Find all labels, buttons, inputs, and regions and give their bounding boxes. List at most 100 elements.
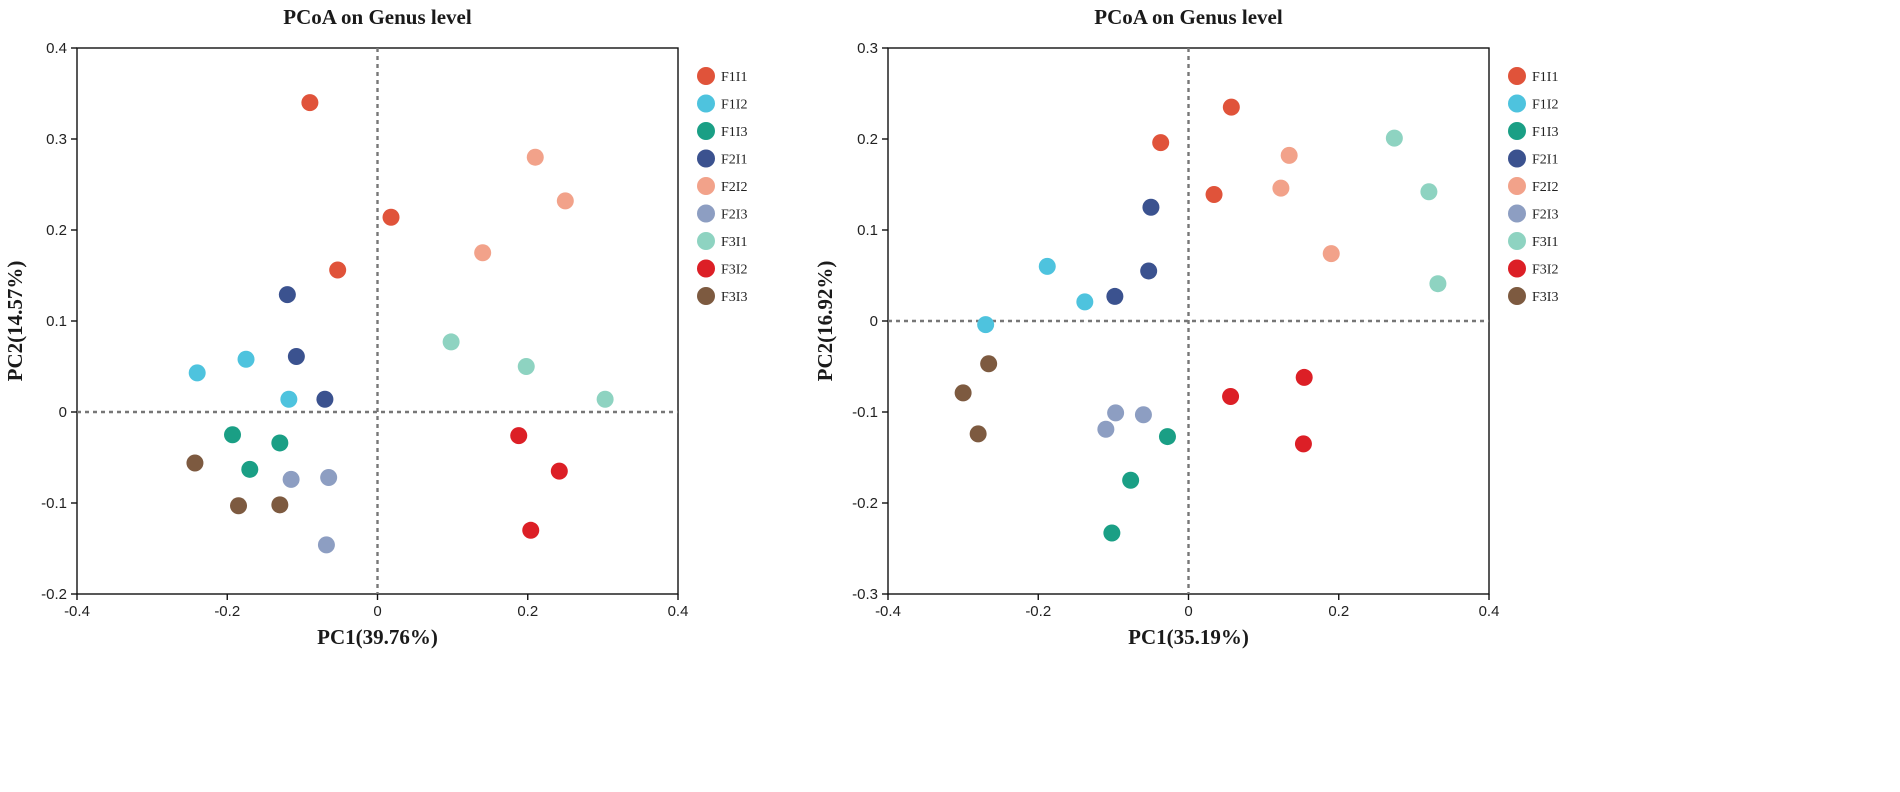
data-point-f2i1 xyxy=(1142,198,1160,216)
y-axis-label: PC2(16.92%) xyxy=(813,261,837,382)
data-point-f2i2 xyxy=(1322,245,1340,263)
legend-label: F2I2 xyxy=(721,180,747,195)
data-point-f1i1 xyxy=(1152,134,1170,152)
y-tick-label: 0 xyxy=(870,313,878,330)
legend-label: F1I3 xyxy=(1532,125,1558,140)
y-tick-label: 0.2 xyxy=(857,131,878,148)
legend-label: F2I3 xyxy=(1532,208,1558,223)
y-tick-label: -0.1 xyxy=(852,404,878,421)
data-point-f2i2 xyxy=(556,192,574,210)
data-point-f1i2 xyxy=(977,316,995,334)
y-tick-label: -0.2 xyxy=(852,495,878,512)
y-tick-label: -0.3 xyxy=(852,586,878,603)
legend-label: F2I1 xyxy=(721,153,747,168)
x-tick-label: -0.2 xyxy=(1025,603,1051,620)
legend-marker-f3i2 xyxy=(1508,259,1526,278)
x-tick-label: 0 xyxy=(1184,603,1192,620)
data-point-f1i1 xyxy=(301,94,319,112)
data-point-f1i2 xyxy=(1038,257,1056,275)
data-point-f2i3 xyxy=(282,470,300,488)
legend-label: F1I1 xyxy=(1532,70,1558,85)
y-axis-label: PC2(14.57%) xyxy=(3,261,27,382)
data-point-f3i2 xyxy=(550,462,568,480)
y-tick-label: 0.4 xyxy=(46,40,67,57)
data-point-f3i2 xyxy=(1295,368,1313,386)
y-tick-label: 0.2 xyxy=(46,222,67,239)
data-point-f2i2 xyxy=(1280,146,1298,164)
data-point-f2i2 xyxy=(474,244,492,262)
x-tick-label: 0.2 xyxy=(517,603,538,620)
data-point-f3i2 xyxy=(1222,388,1240,406)
data-point-f3i2 xyxy=(510,427,528,445)
legend-marker-f3i2 xyxy=(697,259,715,278)
data-point-f3i1 xyxy=(1429,275,1447,293)
legend-marker-f1i2 xyxy=(1508,94,1526,113)
legend-label: F3I1 xyxy=(721,235,747,250)
data-point-f3i2 xyxy=(1294,435,1312,453)
data-point-f3i3 xyxy=(271,496,289,514)
y-tick-label: 0.3 xyxy=(857,40,878,57)
data-point-f2i3 xyxy=(317,536,335,554)
data-point-f2i1 xyxy=(1106,287,1124,305)
x-tick-label: 0 xyxy=(373,603,381,620)
data-point-f2i3 xyxy=(1107,404,1125,422)
legend-label: F1I2 xyxy=(721,98,747,113)
data-point-f1i3 xyxy=(1122,471,1140,489)
x-tick-label: -0.2 xyxy=(214,603,240,620)
x-axis-label: PC1(35.19%) xyxy=(1128,625,1249,649)
data-point-f1i3 xyxy=(1103,524,1121,542)
legend-label: F1I3 xyxy=(721,125,747,140)
data-point-f1i3 xyxy=(271,434,289,452)
pcoa-chart-2: PCoA on Genus level -0.4 -0.2 0 0.2 0.4 -0.3 -0… xyxy=(813,5,1558,649)
data-point-f2i1 xyxy=(278,286,296,304)
pcoa-chart-1: PCoA on Genus level-0.4 -0.2 0 0.2 0.4-0.2-0… xyxy=(3,5,747,649)
data-point-f1i1 xyxy=(1222,98,1240,116)
data-point-f1i2 xyxy=(280,390,298,408)
y-tick-label: 0.1 xyxy=(46,313,67,330)
data-point-f2i1 xyxy=(287,347,305,365)
legend-label: F3I1 xyxy=(1532,235,1558,250)
legend-label: F1I1 xyxy=(721,70,747,85)
data-point-f1i3 xyxy=(241,460,259,478)
legend-marker-f1i3 xyxy=(697,122,715,140)
x-tick-label: -0.4 xyxy=(875,603,901,620)
legend-label: F3I2 xyxy=(1532,263,1558,278)
legend-marker-f2i1 xyxy=(1508,149,1526,168)
legend-marker-f3i3 xyxy=(697,287,715,305)
legend-marker-f2i1 xyxy=(697,149,715,168)
legend-label: F2I2 xyxy=(1532,180,1558,195)
data-point-f2i3 xyxy=(1097,420,1115,438)
legend-marker-f2i3 xyxy=(697,204,715,223)
x-axis-label: PC1(39.76%) xyxy=(317,625,438,649)
legend-marker-f1i2 xyxy=(697,94,715,113)
x-tick-label: -0.4 xyxy=(64,603,90,620)
legend-marker-f3i1 xyxy=(1508,232,1526,250)
x-tick-label: 0.4 xyxy=(668,603,689,620)
legend-label: F1I2 xyxy=(1532,98,1558,113)
data-point-f1i1 xyxy=(329,261,347,279)
legend-label: F3I2 xyxy=(721,263,747,278)
data-point-f3i3 xyxy=(230,497,248,515)
legend-label: F2I3 xyxy=(721,208,747,223)
data-point-f2i3 xyxy=(1134,406,1152,424)
data-point-f2i3 xyxy=(320,469,338,487)
y-tick-label: -0.1 xyxy=(41,495,67,512)
data-point-f3i1 xyxy=(1420,183,1438,201)
data-point-f3i2 xyxy=(522,521,540,539)
data-point-f3i1 xyxy=(1385,129,1403,147)
y-tick-label: 0.1 xyxy=(857,222,878,239)
data-point-f3i1 xyxy=(596,390,614,408)
data-point-f1i1 xyxy=(382,208,400,226)
legend-label: F3I3 xyxy=(721,290,747,305)
data-point-f1i1 xyxy=(1205,186,1223,204)
legend-marker-f1i1 xyxy=(1508,67,1526,85)
legend-marker-f2i2 xyxy=(697,177,715,195)
data-point-f1i2 xyxy=(188,364,206,382)
y-tick-label: 0.3 xyxy=(46,131,67,148)
data-point-f3i3 xyxy=(954,384,972,402)
chart-title: PCoA on Genus level xyxy=(1094,5,1283,29)
data-point-f2i2 xyxy=(1272,179,1290,197)
data-point-f1i2 xyxy=(237,350,255,368)
data-point-f3i3 xyxy=(969,425,987,443)
